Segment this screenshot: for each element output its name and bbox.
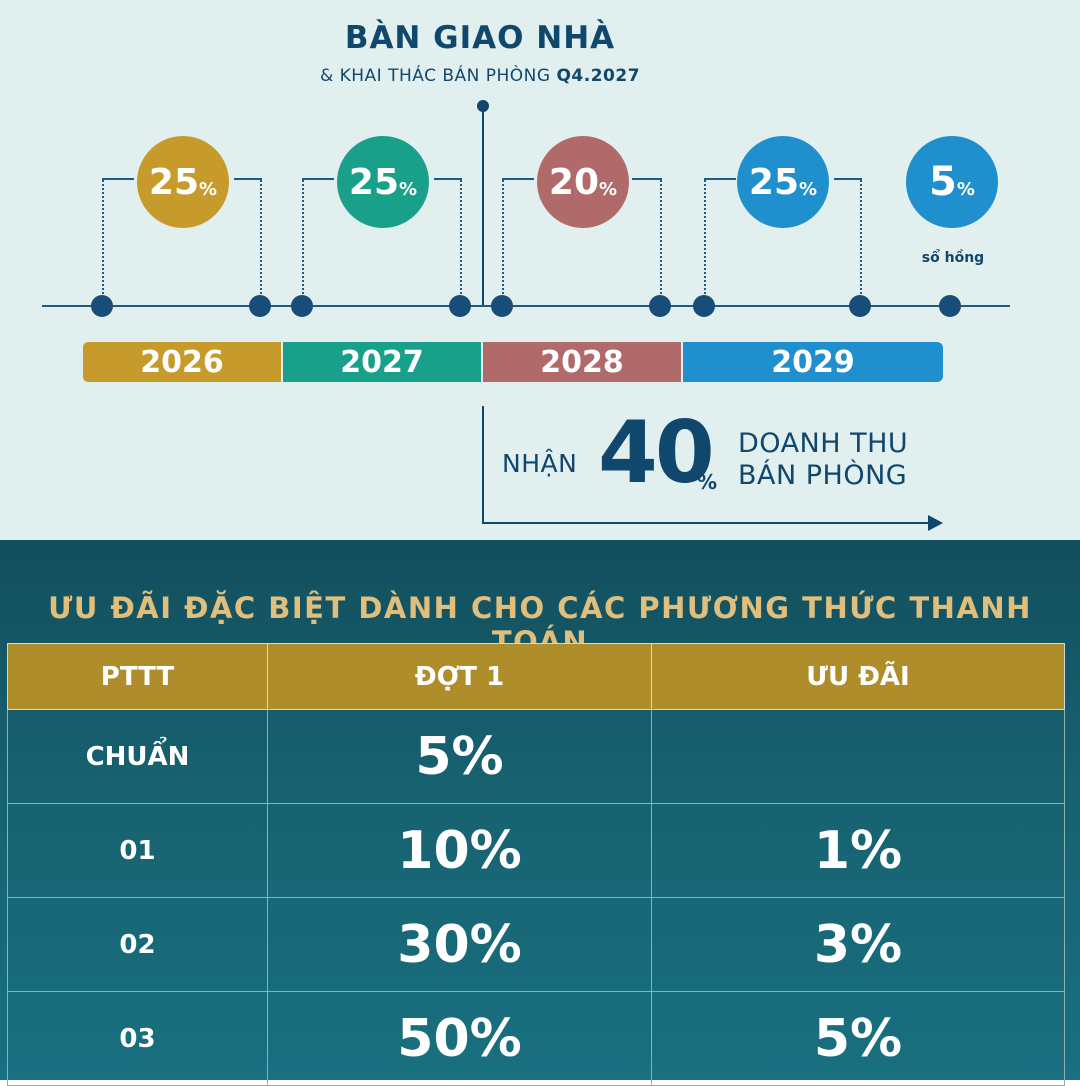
- column-header-uudai: ƯU ĐÃI: [651, 643, 1065, 710]
- milestone-circle-1: 25%: [137, 136, 229, 228]
- cell-uudai: 5%: [651, 991, 1065, 1086]
- bracket-right-2: [460, 180, 462, 298]
- revenue-line-1: DOANH THU: [738, 428, 909, 459]
- timeline-node: [649, 295, 671, 317]
- bracket-top-1b: [234, 178, 262, 180]
- bracket-top-1a: [102, 178, 134, 180]
- year-bar-2027: 2027: [283, 342, 481, 382]
- cell-uudai: [651, 709, 1065, 804]
- bracket-left-2: [302, 180, 304, 298]
- revenue-prefix: NHẬN: [502, 449, 578, 478]
- revenue-line-2: BÁN PHÒNG: [738, 460, 908, 491]
- timeline-node: [849, 295, 871, 317]
- year-bar-2029: 2029: [683, 342, 943, 382]
- milestone-value: 5: [929, 159, 957, 205]
- bracket-top-2b: [434, 178, 462, 180]
- column-header-pttt: PTTT: [7, 643, 268, 710]
- revenue-percent: %: [697, 470, 718, 494]
- milestone-percent: %: [199, 178, 218, 200]
- milestone-circle-5: 5%: [906, 136, 998, 228]
- year-bar-2028: 2028: [483, 342, 681, 382]
- cell-pttt: 03: [7, 991, 268, 1086]
- subtitle-date: Q4.2027: [556, 66, 641, 86]
- timeline-node: [449, 295, 471, 317]
- final-note: sổ hồng: [921, 250, 985, 266]
- timeline-node: [291, 295, 313, 317]
- column-header-dot1: ĐỢT 1: [267, 643, 652, 710]
- table-row: 03 50% 5%: [7, 991, 1065, 1086]
- revenue-arrow-stem: [482, 406, 484, 522]
- milestone-circle-4: 25%: [737, 136, 829, 228]
- cell-dot1: 10%: [267, 803, 652, 898]
- timeline-axis: [42, 305, 1010, 307]
- cell-pttt: CHUẨN: [7, 709, 268, 804]
- bracket-right-3: [660, 180, 662, 298]
- timeline-node: [939, 295, 961, 317]
- milestone-percent: %: [399, 178, 418, 200]
- revenue-value: 40: [598, 403, 715, 503]
- bracket-left-1: [102, 180, 104, 298]
- milestone-value: 25: [348, 161, 400, 203]
- cell-uudai: 1%: [651, 803, 1065, 898]
- bracket-right-1: [260, 180, 262, 298]
- milestone-percent: %: [599, 178, 618, 200]
- timeline-node: [693, 295, 715, 317]
- cell-pttt: 01: [7, 803, 268, 898]
- table-row: 02 30% 3%: [7, 897, 1065, 992]
- year-bar-2026: 2026: [83, 342, 281, 382]
- milestone-value: 25: [748, 161, 800, 203]
- milestone-circle-3: 20%: [537, 136, 629, 228]
- cell-dot1: 5%: [267, 709, 652, 804]
- cell-dot1: 50%: [267, 991, 652, 1086]
- table-row: 01 10% 1%: [7, 803, 1065, 898]
- bracket-left-4: [704, 180, 706, 298]
- milestone-circle-2: 25%: [337, 136, 429, 228]
- cell-dot1: 30%: [267, 897, 652, 992]
- revenue-description: DOANH THU BÁN PHÒNG: [738, 428, 908, 492]
- bracket-top-3a: [502, 178, 534, 180]
- milestone-percent: %: [956, 178, 975, 200]
- bracket-top-3b: [632, 178, 662, 180]
- subtitle-prefix: & KHAI THÁC BÁN PHÒNG: [319, 66, 557, 86]
- offers-section: ƯU ĐÃI ĐẶC BIỆT DÀNH CHO CÁC PHƯƠNG THỨC…: [0, 540, 1080, 1086]
- milestone-percent: %: [799, 178, 818, 200]
- arrow-right-icon: [928, 515, 943, 531]
- timeline-node: [91, 295, 113, 317]
- bracket-top-4b: [834, 178, 862, 180]
- table-header-row: PTTT ĐỢT 1 ƯU ĐÃI: [7, 643, 1065, 710]
- milestone-value: 20: [548, 161, 600, 203]
- cell-pttt: 02: [7, 897, 268, 992]
- offers-table: PTTT ĐỢT 1 ƯU ĐÃI CHUẨN 5% 01 10% 1% 02: [7, 643, 1065, 1086]
- timeline-section: BÀN GIAO NHÀ & KHAI THÁC BÁN PHÒNG Q4.20…: [0, 0, 1080, 540]
- table-row: CHUẨN 5%: [7, 709, 1065, 804]
- bracket-top-2a: [302, 178, 334, 180]
- timeline-node: [491, 295, 513, 317]
- timeline-node: [249, 295, 271, 317]
- cell-uudai: 3%: [651, 897, 1065, 992]
- bracket-top-4a: [704, 178, 736, 180]
- bracket-right-4: [860, 180, 862, 298]
- handover-marker-line: [482, 106, 484, 306]
- page-title: BÀN GIAO NHÀ: [344, 20, 616, 56]
- revenue-arrow-line: [482, 522, 932, 524]
- handover-marker-dot: [477, 100, 489, 112]
- bracket-left-3: [502, 180, 504, 298]
- page-subtitle: & KHAI THÁC BÁN PHÒNG Q4.2027: [0, 66, 960, 86]
- milestone-value: 25: [148, 161, 200, 203]
